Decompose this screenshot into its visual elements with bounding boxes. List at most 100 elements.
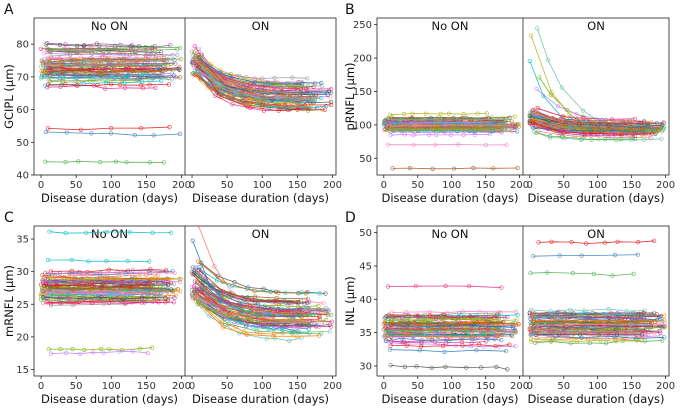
data-point bbox=[662, 123, 667, 128]
data-point bbox=[276, 290, 281, 295]
data-point bbox=[516, 322, 521, 327]
patient-trace bbox=[198, 58, 303, 85]
patient-trace bbox=[537, 317, 657, 322]
data-point bbox=[528, 339, 534, 344]
data-point bbox=[381, 121, 386, 127]
data-point bbox=[528, 332, 534, 337]
trace-group bbox=[381, 111, 522, 171]
x-tick-label: 100 bbox=[102, 381, 121, 392]
data-point bbox=[148, 52, 153, 57]
data-point bbox=[314, 93, 319, 99]
data-point bbox=[118, 42, 123, 48]
data-point bbox=[422, 319, 428, 324]
data-point bbox=[570, 271, 575, 276]
data-point bbox=[69, 257, 74, 263]
y-tick-label: 70 bbox=[16, 72, 29, 83]
data-point bbox=[63, 42, 68, 47]
data-point bbox=[216, 80, 221, 86]
patient-trace bbox=[533, 320, 651, 325]
data-point bbox=[281, 318, 286, 323]
data-point bbox=[290, 331, 295, 336]
data-point bbox=[134, 55, 139, 61]
data-point bbox=[290, 97, 295, 102]
data-point bbox=[191, 57, 196, 62]
x-tick-label: 100 bbox=[442, 381, 461, 392]
data-point bbox=[545, 270, 550, 275]
data-point bbox=[450, 328, 455, 333]
data-point bbox=[57, 296, 62, 301]
data-point bbox=[299, 314, 304, 319]
x-tick-label: 50 bbox=[221, 180, 234, 191]
data-point bbox=[128, 52, 133, 58]
data-point bbox=[319, 83, 325, 88]
data-point bbox=[122, 302, 127, 307]
data-point bbox=[306, 108, 311, 113]
y-tick-label: 25 bbox=[16, 300, 29, 311]
data-point bbox=[131, 68, 136, 74]
data-point bbox=[175, 52, 180, 58]
data-point bbox=[293, 104, 298, 109]
data-point bbox=[225, 94, 230, 99]
data-point bbox=[640, 129, 645, 134]
patient-trace bbox=[200, 78, 310, 110]
x-tick-label: 0 bbox=[527, 180, 533, 191]
patient-trace bbox=[533, 122, 653, 135]
data-point bbox=[612, 253, 618, 258]
data-point bbox=[44, 300, 49, 305]
x-tick-label: 0 bbox=[38, 381, 44, 392]
data-point bbox=[514, 129, 520, 134]
data-point bbox=[422, 316, 427, 321]
data-point bbox=[603, 329, 609, 334]
data-point bbox=[560, 114, 565, 119]
data-point bbox=[87, 78, 93, 83]
data-point bbox=[68, 52, 73, 57]
data-point bbox=[70, 287, 75, 292]
data-point bbox=[274, 296, 279, 301]
data-point bbox=[296, 91, 301, 96]
patient-trace bbox=[531, 333, 665, 339]
data-point bbox=[257, 99, 263, 104]
data-point bbox=[222, 312, 227, 317]
data-point bbox=[537, 75, 542, 80]
data-point bbox=[277, 303, 282, 308]
patient-trace bbox=[46, 301, 174, 304]
data-point bbox=[528, 33, 534, 38]
data-point bbox=[512, 114, 518, 119]
patient-trace bbox=[387, 324, 502, 329]
data-point bbox=[545, 58, 551, 63]
patient-trace bbox=[389, 113, 488, 116]
data-point bbox=[249, 307, 254, 312]
data-point bbox=[192, 71, 197, 76]
data-point bbox=[166, 282, 171, 287]
data-point bbox=[501, 320, 506, 325]
data-point bbox=[161, 54, 166, 59]
data-point bbox=[81, 43, 86, 48]
data-point bbox=[495, 312, 500, 317]
x-tick-label: 50 bbox=[557, 180, 570, 191]
patient-trace bbox=[201, 302, 320, 329]
data-point bbox=[89, 280, 94, 285]
data-point bbox=[43, 83, 48, 88]
data-point bbox=[208, 62, 213, 67]
patient-trace bbox=[45, 131, 181, 136]
data-point bbox=[484, 315, 489, 320]
data-point bbox=[329, 319, 334, 324]
data-point bbox=[555, 104, 561, 109]
data-point bbox=[38, 291, 44, 297]
data-point bbox=[270, 95, 275, 100]
data-point bbox=[603, 341, 609, 346]
data-point bbox=[102, 54, 108, 59]
trace-group bbox=[527, 26, 667, 143]
x-tick-label: 50 bbox=[221, 381, 234, 392]
patient-trace bbox=[198, 261, 306, 294]
patient-trace bbox=[50, 78, 149, 83]
patient-trace bbox=[390, 131, 502, 133]
x-tick-label: 50 bbox=[70, 381, 83, 392]
data-point bbox=[533, 332, 539, 337]
x-tick-label: 0 bbox=[189, 180, 195, 191]
data-point bbox=[504, 142, 509, 147]
data-point bbox=[288, 319, 294, 324]
data-point bbox=[409, 116, 414, 121]
data-point bbox=[617, 318, 622, 323]
data-point bbox=[88, 286, 93, 291]
